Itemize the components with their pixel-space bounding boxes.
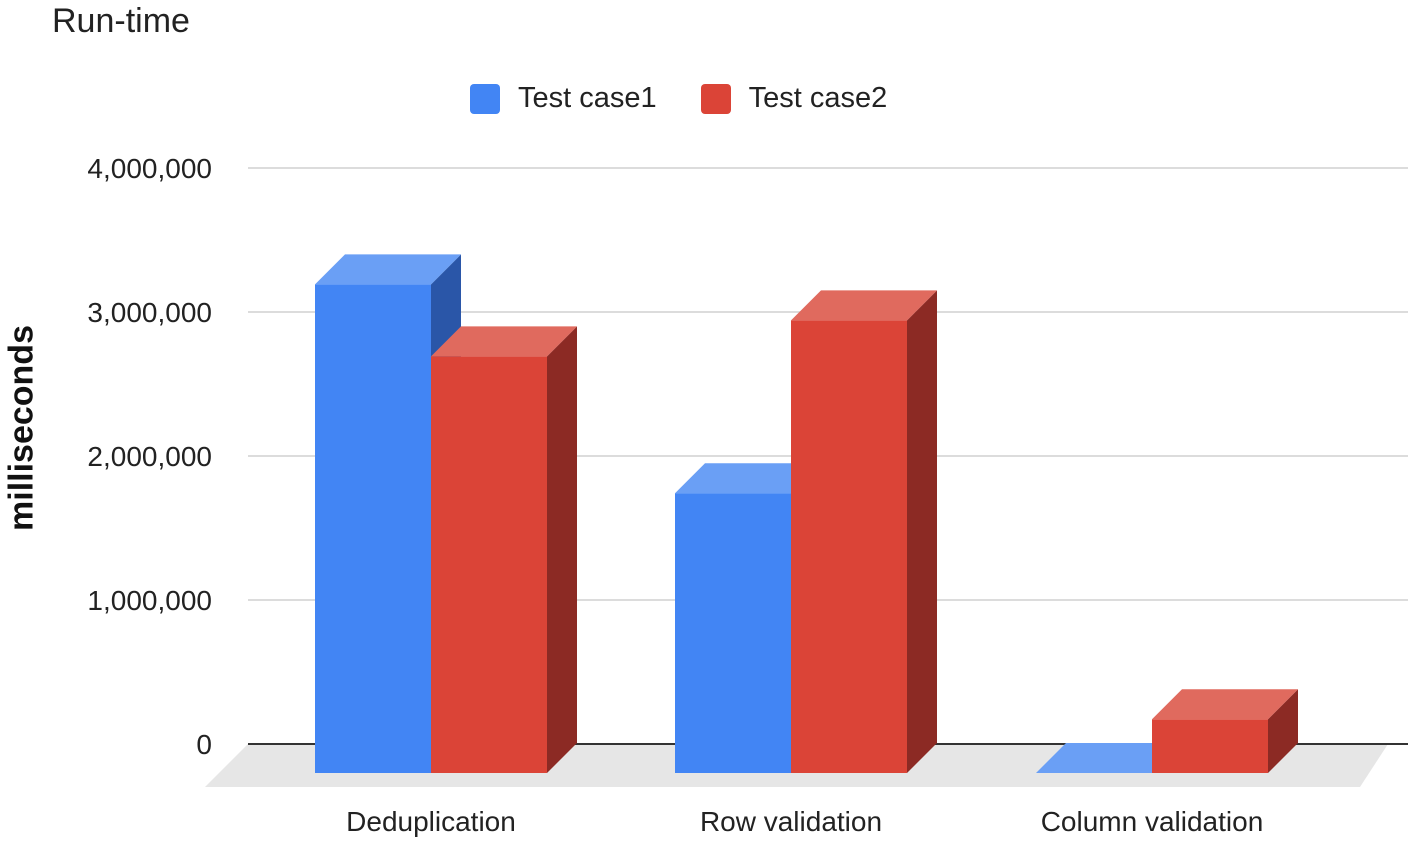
- bar-side-test-case2: [907, 290, 937, 773]
- y-tick-label: 1,000,000: [87, 585, 212, 616]
- bar-test-case2-1: [791, 290, 937, 773]
- bar-top-test-case1: [675, 463, 821, 494]
- bar-side-test-case2: [1268, 689, 1298, 773]
- bar-top-test-case2: [431, 326, 577, 357]
- bar-front-test-case1: [675, 493, 791, 773]
- bar-top-test-case2: [791, 290, 937, 321]
- y-tick-label: 2,000,000: [87, 441, 212, 472]
- legend-swatch-test-case2: [700, 83, 731, 114]
- bar-test-case2-2: [1152, 689, 1298, 773]
- x-tick-label: Deduplication: [346, 806, 516, 837]
- bar-test-case1-2: [1036, 743, 1182, 773]
- bar-test-case2-0: [431, 326, 577, 773]
- bar-front-test-case2: [1152, 719, 1268, 773]
- x-tick-label: Row validation: [700, 806, 882, 837]
- bar-front-test-case2: [431, 356, 547, 773]
- bar-top-test-case1: [315, 254, 461, 285]
- legend-item-test-case1: Test case1: [470, 82, 657, 115]
- legend-item-test-case2: Test case2: [700, 82, 888, 115]
- y-tick-label: 0: [196, 729, 212, 760]
- legend-label-test-case2: Test case2: [748, 82, 888, 114]
- bar-front-test-case1: [315, 284, 431, 773]
- legend: Test case1 Test case2: [470, 82, 887, 115]
- y-tick-label: 3,000,000: [87, 297, 212, 328]
- x-tick-label: Column validation: [1041, 806, 1264, 837]
- bar-front-test-case2: [791, 320, 907, 773]
- bar-top-test-case1: [1036, 743, 1182, 773]
- bar-top-test-case2: [1152, 689, 1298, 720]
- legend-label-test-case1: Test case1: [518, 82, 657, 114]
- y-tick-label: 4,000,000: [87, 153, 212, 184]
- bar-side-test-case2: [547, 326, 577, 773]
- chart-title: Run-time: [52, 2, 190, 40]
- legend-swatch-test-case1: [470, 83, 500, 114]
